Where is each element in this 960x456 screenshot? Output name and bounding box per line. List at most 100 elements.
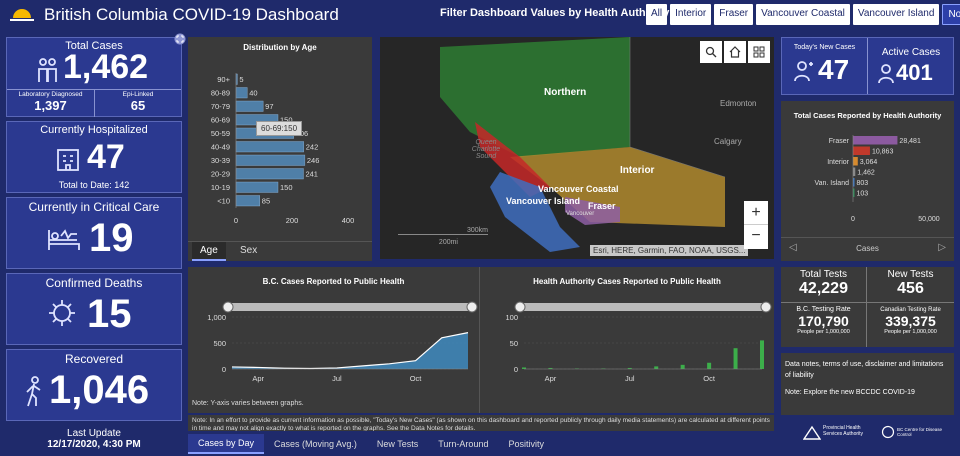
hospitalized-label: Currently Hospitalized bbox=[40, 124, 148, 136]
map-basemap-button[interactable] bbox=[748, 41, 770, 63]
new-tests-value: 456 bbox=[897, 280, 924, 297]
expand-icon[interactable] bbox=[174, 33, 186, 45]
prev-arrow-icon[interactable]: ◁ bbox=[789, 242, 797, 253]
age-category-label: 70-79 bbox=[211, 102, 230, 111]
ha-chart-footer: ◁ Cases ▷ bbox=[781, 237, 954, 261]
ha-bar bbox=[853, 167, 856, 176]
new-tests-box: New Tests 456 bbox=[867, 267, 954, 303]
map-label-sound: Queen Charlotte Sound bbox=[471, 139, 501, 160]
map-toolbar bbox=[700, 41, 770, 63]
zoom-out-button[interactable]: − bbox=[751, 227, 761, 244]
y-axis-note: Note: Y-axis varies between graphs. bbox=[192, 400, 304, 407]
ha-bar bbox=[853, 146, 870, 155]
cases-bar bbox=[522, 367, 526, 369]
new-cases-label: Today's New Cases bbox=[793, 44, 856, 51]
tab-positivity[interactable]: Positivity bbox=[508, 438, 544, 449]
next-arrow-icon[interactable]: ▷ bbox=[938, 242, 946, 253]
page-title: British Columbia COVID-19 Dashboard bbox=[44, 5, 339, 24]
tab-sex[interactable]: Sex bbox=[240, 245, 258, 256]
age-tabs: Age Sex bbox=[188, 241, 372, 261]
x-tick-label: Oct bbox=[410, 374, 423, 383]
age-value-label: 85 bbox=[262, 197, 270, 206]
age-bar bbox=[235, 87, 248, 99]
bccdc-logo-text: BC Centre for Disease Control bbox=[897, 427, 943, 437]
age-value-label: 5 bbox=[239, 75, 243, 84]
age-category-label: 30-39 bbox=[211, 156, 230, 165]
age-chart[interactable]: 90+580-894070-799760-6915050-5920640-492… bbox=[188, 67, 372, 257]
bc-rate-label: B.C. Testing Rate bbox=[796, 306, 851, 313]
walking-person-icon bbox=[26, 376, 41, 407]
map-search-button[interactable] bbox=[700, 41, 722, 63]
ha-chart[interactable]: Fraser 28,481 10,863 Interior 3,064 1,462 Van.… bbox=[781, 131, 954, 231]
hospital-bed-icon bbox=[48, 229, 80, 250]
y-tick-label: 500 bbox=[213, 339, 226, 348]
filter-interior-button[interactable]: Interior bbox=[670, 4, 712, 25]
tests-panel: Total Tests 42,229 New Tests 456 B.C. Te… bbox=[781, 267, 954, 347]
filter-vancouver-coastal-button[interactable]: Vancouver Coastal bbox=[756, 4, 850, 25]
map-label-vancouver: Vancouver bbox=[566, 211, 595, 217]
can-rate-value: 339,375 bbox=[885, 313, 936, 329]
map-canvas[interactable] bbox=[380, 37, 774, 259]
ha-x-tick: 0 bbox=[851, 216, 855, 223]
phsa-logo-icon bbox=[803, 425, 821, 440]
bc-cases-title: B.C. Cases Reported to Public Health bbox=[262, 277, 405, 286]
tab-cases-moving-avg[interactable]: Cases (Moving Avg.) bbox=[274, 438, 357, 449]
cases-bar bbox=[760, 340, 764, 369]
last-update: Last Update 12/17/2020, 4:30 PM bbox=[6, 428, 182, 450]
grid-icon bbox=[753, 46, 765, 58]
age-category-label: 10-19 bbox=[211, 183, 230, 192]
map-label-interior: Interior bbox=[620, 165, 655, 176]
new-cases-value: 47 bbox=[818, 54, 850, 85]
zoom-in-button[interactable]: + bbox=[744, 201, 768, 225]
time-charts-panel: B.C. Cases Reported to Public Health 1,0… bbox=[188, 267, 774, 413]
bc-cases-chart[interactable]: 1,000 500 0 Apr Jul Oct bbox=[188, 297, 480, 407]
critical-care-label: Currently in Critical Care bbox=[28, 200, 160, 214]
age-value-label: 246 bbox=[307, 156, 320, 165]
bottom-tabs: Cases by Day Cases (Moving Avg.) New Tes… bbox=[188, 431, 774, 456]
filter-fraser-button[interactable]: Fraser bbox=[714, 4, 754, 25]
cases-bar bbox=[733, 348, 738, 369]
filter-northern-button[interactable]: Northern bbox=[942, 4, 960, 25]
tab-new-tests[interactable]: New Tests bbox=[376, 438, 419, 449]
age-bar bbox=[235, 181, 279, 193]
map-label-calgary: Calgary bbox=[714, 137, 742, 146]
map-panel[interactable]: Northern Interior Vancouver Coastal Vanc… bbox=[380, 37, 774, 259]
phsa-logo-text: Provincial Health Services Authority bbox=[823, 425, 864, 437]
range-slider-track bbox=[520, 303, 766, 311]
bottom-note: Note: In an effort to provide as current… bbox=[188, 415, 774, 431]
total-cases-label: Total Cases bbox=[65, 40, 123, 52]
ha-category-label: Interior bbox=[827, 159, 849, 166]
tab-turn-around[interactable]: Turn-Around bbox=[438, 438, 489, 449]
map-label-northern: Northern bbox=[544, 87, 587, 98]
data-notes-link[interactable]: Data notes, terms of use, disclaimer and… bbox=[785, 361, 944, 380]
age-value-label: 150 bbox=[280, 116, 293, 125]
y-tick-label: 100 bbox=[505, 313, 518, 322]
age-category-label: 60-69 bbox=[211, 116, 230, 125]
ha-x-tick: 50,000 bbox=[918, 216, 940, 223]
active-cases-label: Active Cases bbox=[881, 47, 941, 58]
bccdc-note[interactable]: Note: Explore the new BCCDC COVID-19 bbox=[785, 389, 915, 397]
ha-cases-chart[interactable]: 100 50 0 Apr Jul Oct bbox=[480, 297, 774, 407]
map-home-button[interactable] bbox=[724, 41, 746, 63]
age-value-label: 150 bbox=[280, 183, 293, 192]
ha-value-label: 10,863 bbox=[872, 149, 894, 156]
range-slider-handle-left bbox=[514, 301, 526, 313]
ha-category-label: Van. Island bbox=[814, 180, 849, 187]
filter-vancouver-island-button[interactable]: Vancouver Island bbox=[852, 4, 940, 25]
map-label-vancouver-island: Vancouver Island bbox=[506, 196, 581, 206]
person-icon bbox=[878, 64, 894, 84]
ha-cases-chart-box: Health Authority Cases Reported to Publi… bbox=[480, 267, 774, 413]
tab-age[interactable]: Age bbox=[192, 242, 226, 261]
age-category-label: 50-59 bbox=[211, 129, 230, 138]
new-tests-label: New Tests bbox=[887, 269, 934, 280]
bc-cases-chart-box: B.C. Cases Reported to Public Health 1,0… bbox=[188, 267, 480, 413]
age-bar bbox=[235, 168, 304, 180]
age-value-label: 40 bbox=[249, 89, 257, 98]
age-bar bbox=[235, 100, 264, 112]
people-icon bbox=[38, 58, 57, 82]
cases-bar bbox=[627, 367, 632, 369]
new-cases-box: Today's New Cases 47 bbox=[782, 38, 868, 94]
epi-linked-value: 65 bbox=[130, 98, 146, 113]
tab-cases-by-day[interactable]: Cases by Day bbox=[188, 433, 265, 454]
filter-all-button[interactable]: All bbox=[646, 4, 668, 25]
